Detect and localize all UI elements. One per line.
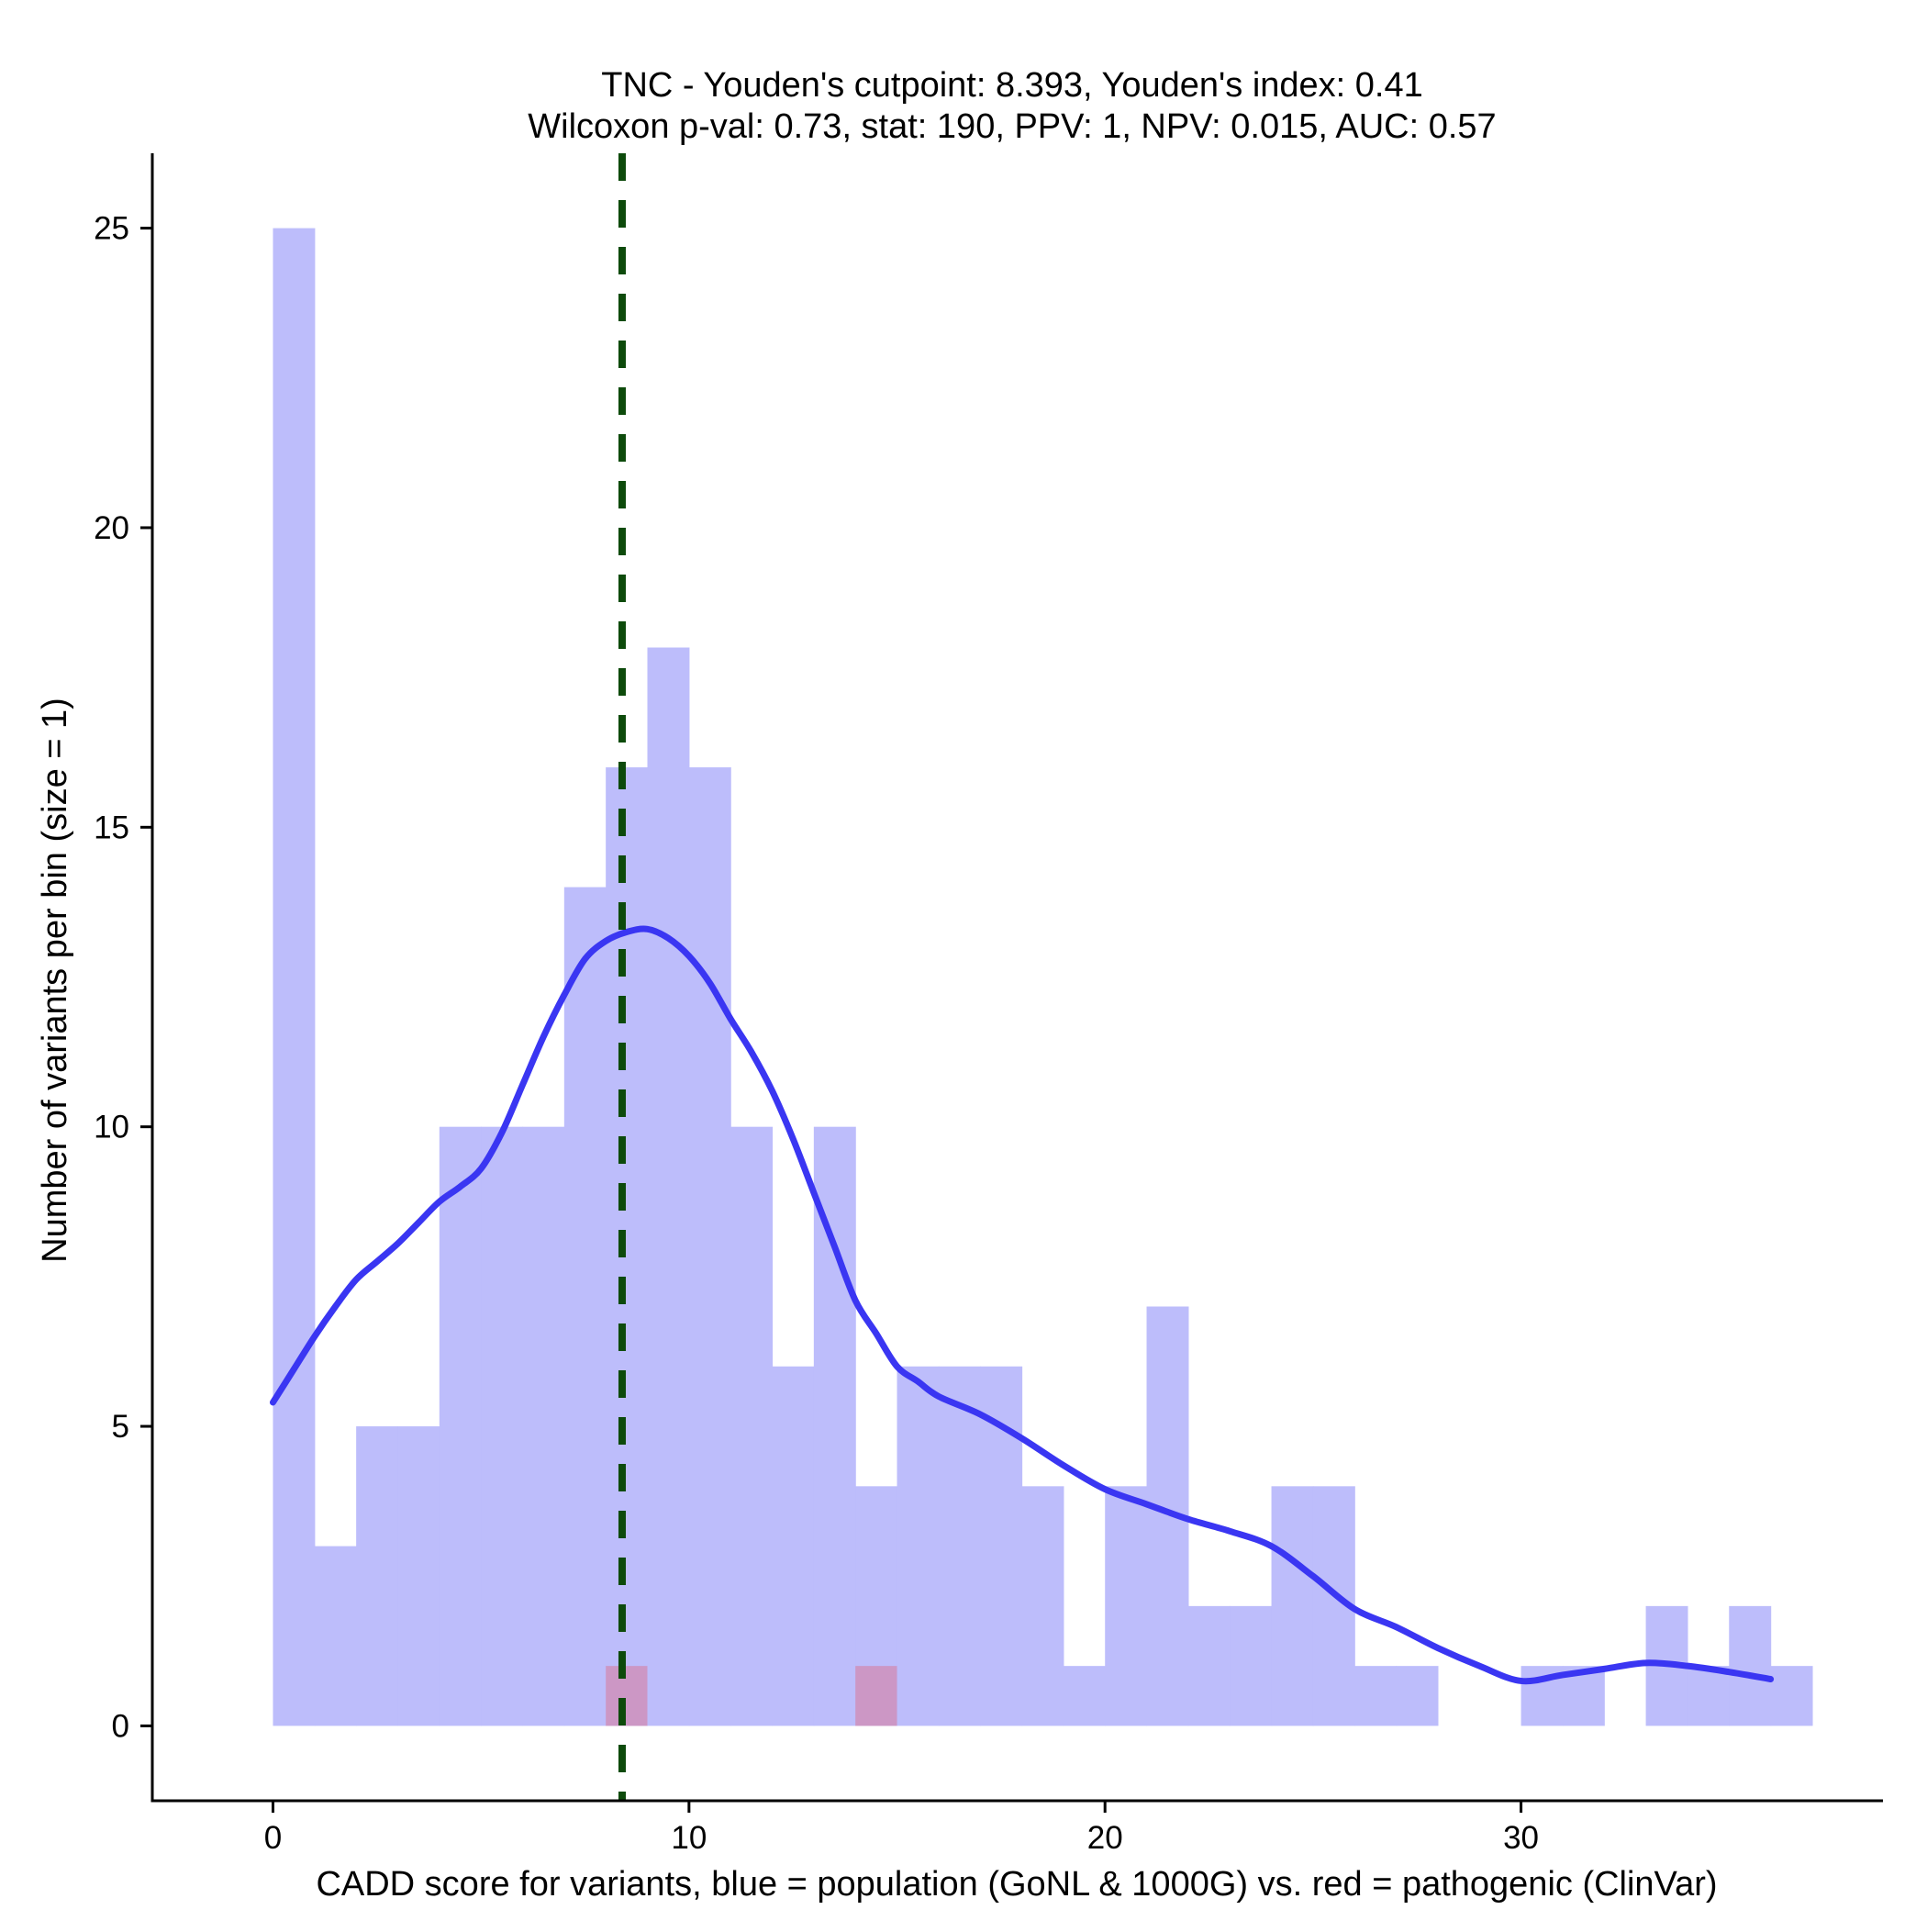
population-bar [1063,1666,1106,1726]
population-bar [688,767,731,1726]
y-tick-label: 0 [112,1708,129,1744]
y-tick-label: 5 [112,1409,129,1445]
chart-title-line-2: Wilcoxon p-val: 0.73, stat: 190, PPV: 1,… [528,107,1496,146]
population-bar [439,1126,482,1726]
population-bar [1271,1486,1314,1726]
population-bar [813,1126,856,1726]
population-bar [772,1366,815,1726]
population-bar [606,767,649,1726]
population-bar [481,1126,524,1726]
density-curve [269,925,1775,1685]
density-curve-group [269,925,1775,1685]
population-bar [647,647,690,1726]
x-tick-label: 20 [1087,1820,1123,1856]
population-bar [273,228,316,1726]
population-bar [356,1426,399,1726]
x-tick-label: 0 [264,1820,282,1856]
population-bar [1105,1486,1148,1726]
pathogenic-bars [606,1666,897,1726]
x-tick-label: 10 [671,1820,707,1856]
population-bar [1770,1666,1813,1726]
axes-group: 0 10 20 30 0 5 10 15 20 25 [94,153,1883,1856]
y-tick-label: 20 [94,510,129,546]
population-bar [730,1126,774,1726]
population-bar [563,887,607,1726]
population-bar [1687,1666,1730,1726]
y-tick-label: 10 [94,1110,129,1145]
population-bar [1729,1605,1772,1726]
y-tick-label: 15 [94,810,129,845]
population-bar [1187,1605,1231,1726]
population-bar [1354,1666,1398,1726]
x-axis-title: CADD score for variants, blue = populati… [316,1865,1717,1904]
y-tick-label: 25 [94,211,129,247]
population-bar [397,1426,440,1726]
y-axis-title: Number of variants per bin (size = 1) [36,698,74,1263]
population-bar [938,1366,981,1726]
population-bar [897,1366,940,1726]
population-bars [273,228,1813,1726]
pathogenic-bar [606,1666,648,1726]
pathogenic-bar [855,1666,897,1726]
population-bar [1021,1486,1064,1726]
population-bar [522,1126,565,1726]
x-tick-label: 30 [1503,1820,1539,1856]
population-bar [314,1546,357,1726]
chart-title-line-1: TNC - Youden's cutpoint: 8.393, Youden's… [601,66,1423,105]
population-bar [1230,1605,1273,1726]
population-bar [1396,1666,1439,1726]
